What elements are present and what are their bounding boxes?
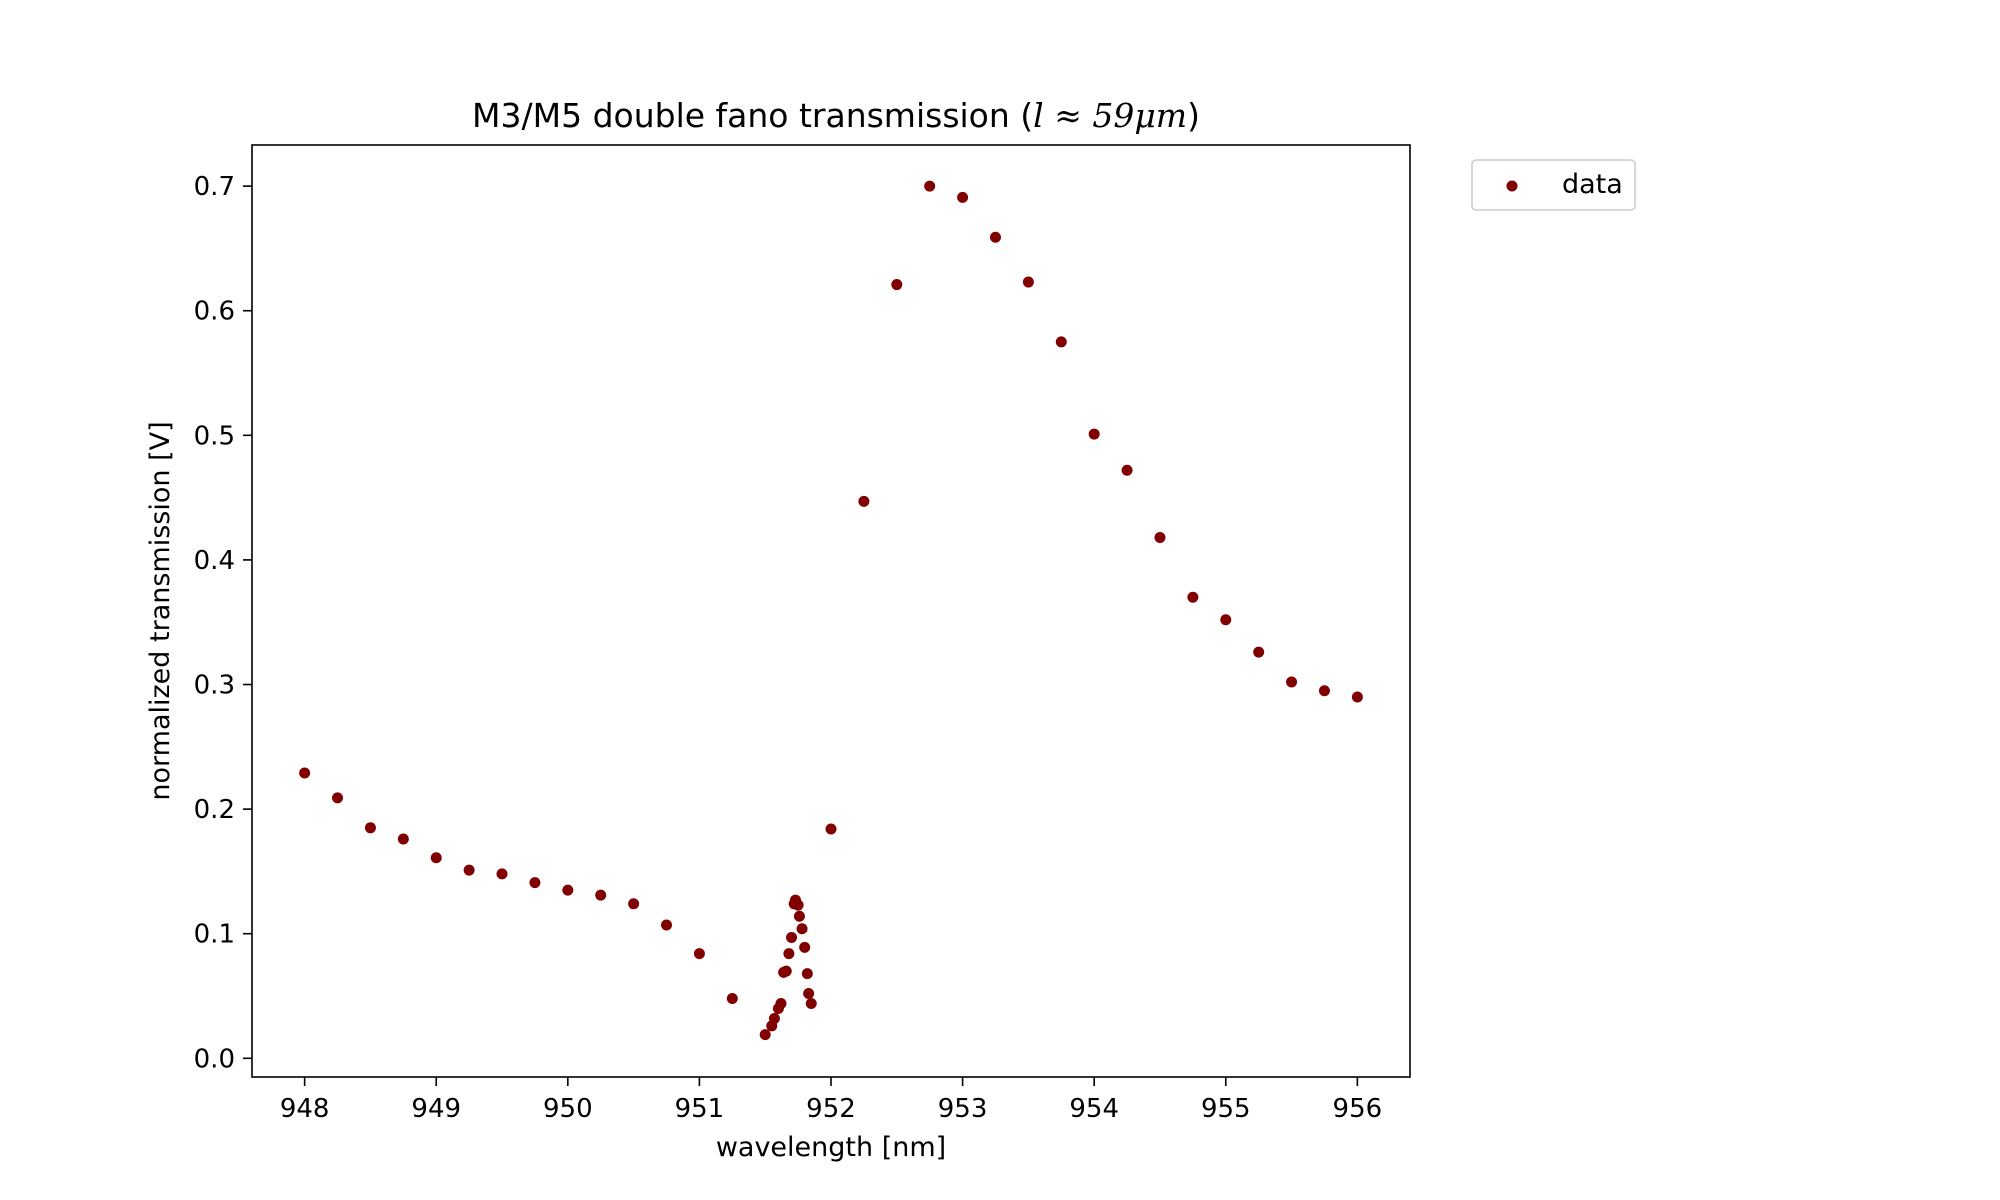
data-point xyxy=(1154,531,1166,543)
data-point xyxy=(463,864,475,876)
data-point xyxy=(957,191,969,203)
y-tick-label: 0.4 xyxy=(194,546,235,576)
data-point xyxy=(1022,276,1034,288)
x-tick-label: 953 xyxy=(938,1094,988,1124)
y-tick-label: 0.7 xyxy=(194,172,235,202)
y-tick-label: 0.1 xyxy=(194,920,235,950)
data-point xyxy=(529,877,541,889)
data-point xyxy=(595,889,607,901)
data-point xyxy=(661,919,673,931)
x-tick-label: 951 xyxy=(675,1094,725,1124)
legend-label: data xyxy=(1562,169,1623,200)
y-tick-label: 0.3 xyxy=(194,671,235,701)
data-point xyxy=(1088,428,1100,440)
x-tick-label: 954 xyxy=(1069,1094,1119,1124)
data-point xyxy=(1253,646,1265,658)
data-point xyxy=(1121,464,1133,476)
data-point xyxy=(786,931,798,943)
chart-title: M3/M5 double fano transmission (l ≈ 59μm… xyxy=(472,96,1200,135)
data-point xyxy=(1220,614,1232,626)
data-point xyxy=(628,898,640,910)
data-point xyxy=(1351,691,1363,703)
data-point xyxy=(496,868,508,880)
x-tick-label: 949 xyxy=(411,1094,461,1124)
data-point xyxy=(1055,336,1067,348)
data-point xyxy=(858,495,870,507)
x-tick-label: 952 xyxy=(806,1094,856,1124)
data-point xyxy=(775,997,787,1009)
data-point xyxy=(397,833,409,845)
y-tick-label: 0.2 xyxy=(194,795,235,825)
data-point xyxy=(792,899,804,911)
data-point xyxy=(825,823,837,835)
data-point xyxy=(796,923,808,935)
data-point xyxy=(801,968,813,980)
data-point xyxy=(693,948,705,960)
y-axis-ticks: 0.0 0.1 0.2 0.3 0.4 0.5 0.6 0.7 xyxy=(194,172,252,1074)
legend-frame xyxy=(1471,159,1636,211)
data-point xyxy=(430,852,442,864)
data-point xyxy=(799,941,811,953)
legend-marker xyxy=(1506,180,1518,192)
chart-title-math: l ≈ 59μm xyxy=(1033,96,1187,135)
data-point xyxy=(783,948,795,960)
data-point xyxy=(924,180,936,192)
data-point xyxy=(332,792,344,804)
y-tick-label: 0.0 xyxy=(194,1044,235,1074)
x-tick-label: 948 xyxy=(280,1094,330,1124)
y-tick-label: 0.5 xyxy=(194,421,235,451)
x-tick-label: 955 xyxy=(1201,1094,1251,1124)
data-point xyxy=(805,997,817,1009)
data-point xyxy=(1187,591,1199,603)
y-axis-label: normalized transmission [V] xyxy=(145,421,176,800)
x-tick-label: 956 xyxy=(1333,1094,1383,1124)
data-point xyxy=(780,965,792,977)
data-point xyxy=(793,910,805,922)
y-tick-label: 0.6 xyxy=(194,297,235,327)
legend: data xyxy=(1471,159,1636,211)
plot-frame xyxy=(251,144,1411,1078)
data-point xyxy=(768,1012,780,1024)
data-point xyxy=(891,279,903,291)
data-point xyxy=(1318,685,1330,697)
data-point xyxy=(1286,676,1298,688)
data-point xyxy=(299,767,311,779)
data-point xyxy=(562,884,574,896)
x-axis-label: wavelength [nm] xyxy=(716,1132,946,1163)
x-tick-label: 950 xyxy=(543,1094,593,1124)
data-point xyxy=(989,231,1001,243)
data-point xyxy=(726,993,738,1005)
x-axis-ticks: 948 949 950 951 952 953 954 955 956 xyxy=(280,1077,1382,1124)
data-point xyxy=(364,822,376,834)
data-point xyxy=(759,1029,771,1041)
data-points xyxy=(299,180,1363,1041)
data-point xyxy=(803,988,815,1000)
plot-area xyxy=(252,145,1410,1077)
